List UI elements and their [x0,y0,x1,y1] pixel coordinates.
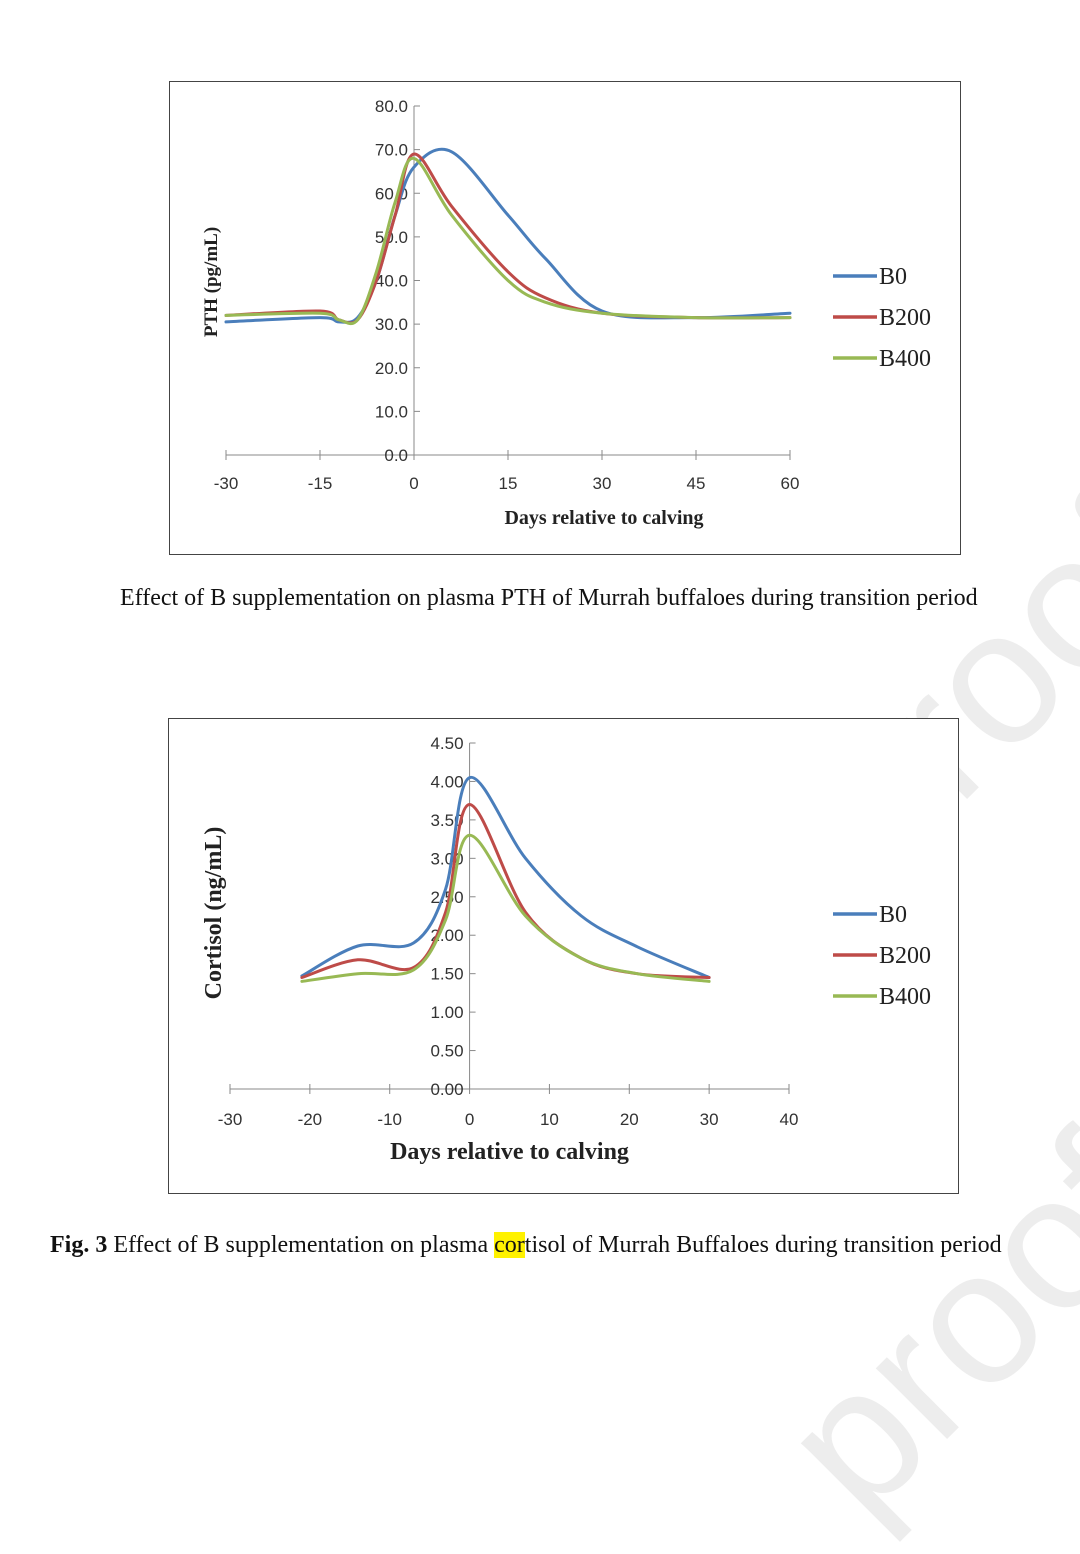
caption-text: tisol of Murrah Buffaloes during transit… [524,1232,1002,1258]
series-line-b0 [300,776,711,979]
x-tick-label: 15 [499,474,518,493]
x-tick-label: 30 [593,474,612,493]
y-tick-label: 1.50 [430,965,463,984]
x-tick-label: -15 [308,474,333,493]
figure-label: Fig. 3 [50,1232,108,1258]
y-tick-label: 4.00 [430,772,463,791]
series-line-b200 [224,152,792,325]
x-tick-label: 10 [540,1110,559,1129]
y-tick-label: 4.50 [430,734,463,753]
y-tick-label: 0.50 [430,1042,463,1061]
y-tick-label: 30.0 [375,315,408,334]
cortisol-chart: -30 -20 -10 0 10 20 30 40 0.00 0.50 1.00 1.50 2.00 2.… [168,718,959,1194]
caption-text: Effect of B supplementation on plasma [107,1232,495,1258]
legend-label-b400: B400 [879,346,931,372]
legend-label-b400: B400 [879,984,931,1010]
series-line-b400 [224,156,792,326]
y-tick-label: 20.0 [375,359,408,378]
highlighted-text: cor [494,1232,525,1258]
x-tick-label: 45 [687,474,706,493]
x-tick-label: 0 [465,1110,474,1129]
y-tick-label: 0.00 [430,1080,463,1099]
cortisol-chart-caption: Fig. 3 Effect of B supplementation on pl… [50,1222,1050,1268]
y-tick-label: 2.50 [430,888,463,907]
series-line-b400 [300,833,711,983]
x-axis-title: Days relative to calving [504,507,703,529]
pth-chart: -30 -15 0 15 30 45 60 0.0 10.0 20.0 30.0 40.0 50.0 60… [169,81,961,555]
legend-label-b0: B0 [879,902,907,928]
x-tick-label: -30 [214,474,239,493]
x-tick-label: -10 [377,1110,402,1129]
y-tick-label: 10.0 [375,402,408,421]
x-tick-label: 20 [620,1110,639,1129]
pth-chart-plot: -30 -15 0 15 30 45 600.010.020.030.040.050.060… [201,97,931,529]
y-axis-title: Cortisol (ng/mL) [201,827,227,1000]
x-tick-label: 30 [700,1110,719,1129]
series-line-b0 [224,147,792,324]
y-tick-label: 80.0 [375,97,408,116]
y-tick-label: 70.0 [375,141,408,160]
y-tick-label: 0.0 [384,446,408,465]
x-tick-label: 60 [781,474,800,493]
pth-chart-caption: Effect of B supplementation on plasma PT… [120,585,978,611]
y-tick-label: 40.0 [375,272,408,291]
x-tick-label: 40 [780,1110,799,1129]
cortisol-chart-plot: -30 -20 -10 0 10 20 30 400.000.501.001.502.002.… [201,734,931,1165]
y-axis-title: PTH (pg/mL) [201,227,222,337]
y-tick-label: 1.00 [430,1003,463,1022]
x-tick-label: -20 [298,1110,323,1129]
legend-label-b200: B200 [879,943,931,969]
legend-label-b0: B0 [879,264,907,290]
x-tick-label: -30 [218,1110,243,1129]
x-axis-title: Days relative to calving [390,1139,629,1165]
x-tick-label: 0 [409,474,418,493]
legend-label-b200: B200 [879,305,931,331]
